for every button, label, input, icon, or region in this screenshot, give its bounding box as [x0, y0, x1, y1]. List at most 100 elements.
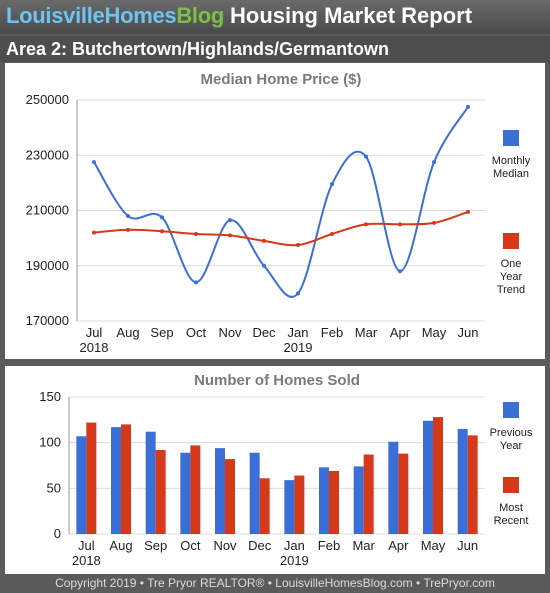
data-point: [466, 104, 470, 109]
x-tick-label: Dec: [248, 538, 272, 553]
x-tick-label: Aug: [109, 538, 132, 553]
bar-1: [121, 424, 131, 534]
legend-label: Recent: [494, 515, 529, 527]
legend-label: Previous: [490, 427, 533, 439]
report-title: Housing Market Report: [230, 3, 473, 28]
bar-0: [249, 452, 260, 534]
legend-label: Trend: [497, 284, 525, 296]
x-tick-label: Nov: [218, 325, 242, 340]
x-tick-label: Jun: [458, 325, 479, 340]
bar-1: [86, 422, 97, 534]
legend-swatch: [503, 233, 519, 249]
bar-0: [388, 441, 399, 534]
chart-title: Number of Homes Sold: [194, 372, 360, 389]
bar-1: [190, 445, 201, 534]
bar-1: [155, 449, 166, 534]
x-tick-label: Feb: [321, 325, 343, 340]
legend-swatch: [503, 130, 519, 146]
data-point: [364, 154, 368, 159]
x-tick-label: Oct: [186, 325, 207, 340]
logo-part-blog: Blog: [176, 3, 225, 28]
chart-title: Median Home Price ($): [201, 71, 362, 88]
x-tick-label: Aug: [116, 325, 139, 340]
data-point: [262, 263, 266, 268]
x-tick-label: Apr: [388, 538, 409, 553]
data-point: [398, 222, 402, 227]
bar-0: [145, 431, 156, 534]
legend-label: Monthly: [492, 155, 531, 167]
homes-sold-panel: Number of Homes Sold 150 100 50 0 Jul 2018 Aug S…: [5, 366, 545, 574]
median-price-panel: Median Home Price ($) 250000 230000 210000 1…: [5, 63, 545, 359]
y-tick-label: 170000: [26, 313, 69, 328]
data-point: [432, 160, 436, 165]
y-tick-label: 50: [47, 480, 61, 495]
legend-label: Year: [500, 271, 523, 283]
bar-0: [215, 448, 225, 534]
x-tick-label: Mar: [352, 538, 375, 553]
bar-0: [111, 427, 121, 534]
site-logo[interactable]: LouisvilleHomesBlog: [6, 3, 224, 29]
legend-label: Median: [493, 168, 529, 180]
x-tick-label: Apr: [390, 325, 411, 340]
y-tick-label: 230000: [26, 147, 69, 162]
bar-1: [329, 470, 339, 534]
y-tick-label: 150: [39, 389, 61, 404]
x-tick-label: Jan: [288, 325, 309, 340]
x-tick-label: Dec: [252, 325, 276, 340]
bar-1: [433, 417, 443, 534]
x-year-label: 2019: [280, 553, 309, 568]
logo-part-homes: Homes: [104, 3, 177, 28]
area-title: Area 2: Butchertown/Highlands/Germantown: [6, 39, 390, 59]
median-price-chart: Median Home Price ($) 250000 230000 210000 1…: [26, 71, 531, 355]
x-tick-label: May: [422, 325, 447, 340]
data-point: [466, 209, 470, 214]
data-point: [432, 220, 436, 225]
data-point: [262, 238, 266, 243]
legend-label: Most: [499, 502, 523, 514]
bar-0: [319, 467, 329, 534]
bar-1: [398, 453, 409, 534]
data-point: [126, 214, 130, 219]
x-year-label: 2018: [80, 340, 109, 355]
data-point: [160, 229, 164, 234]
header-bar: [0, 0, 550, 34]
legend-swatch: [503, 402, 519, 418]
y-tick-label: 250000: [26, 92, 69, 107]
legend-label: Year: [500, 440, 523, 452]
bar-0: [353, 466, 364, 534]
series-line-0: [93, 106, 469, 298]
data-point: [92, 160, 96, 165]
bar-1: [225, 459, 235, 534]
data-point: [330, 182, 334, 187]
data-point: [92, 230, 96, 235]
x-tick-label: Jun: [457, 538, 478, 553]
x-tick-label: Jul: [86, 325, 103, 340]
data-point: [228, 233, 232, 238]
data-point: [228, 218, 232, 223]
x-tick-label: Sep: [144, 538, 167, 553]
bar-1: [259, 478, 270, 534]
y-tick-label: 0: [54, 526, 61, 541]
bar-0: [180, 452, 191, 534]
bar-0: [423, 420, 433, 534]
data-point: [364, 222, 368, 227]
y-tick-label: 190000: [26, 258, 69, 273]
legend-label: One: [501, 258, 522, 270]
data-point: [194, 231, 198, 236]
data-point: [194, 280, 198, 285]
logo-part-louisville: Louisville: [6, 3, 105, 28]
data-point: [330, 231, 334, 236]
series-line-1: [93, 210, 469, 247]
x-tick-label: Oct: [180, 538, 201, 553]
x-tick-label: Mar: [355, 325, 378, 340]
x-year-label: 2019: [284, 340, 313, 355]
data-point: [296, 291, 300, 296]
data-point: [160, 215, 164, 220]
bar-0: [284, 480, 295, 534]
x-tick-label: Jul: [78, 538, 95, 553]
bar-1: [467, 435, 478, 534]
x-tick-label: May: [421, 538, 446, 553]
y-tick-label: 210000: [26, 203, 69, 218]
bar-0: [457, 428, 468, 534]
